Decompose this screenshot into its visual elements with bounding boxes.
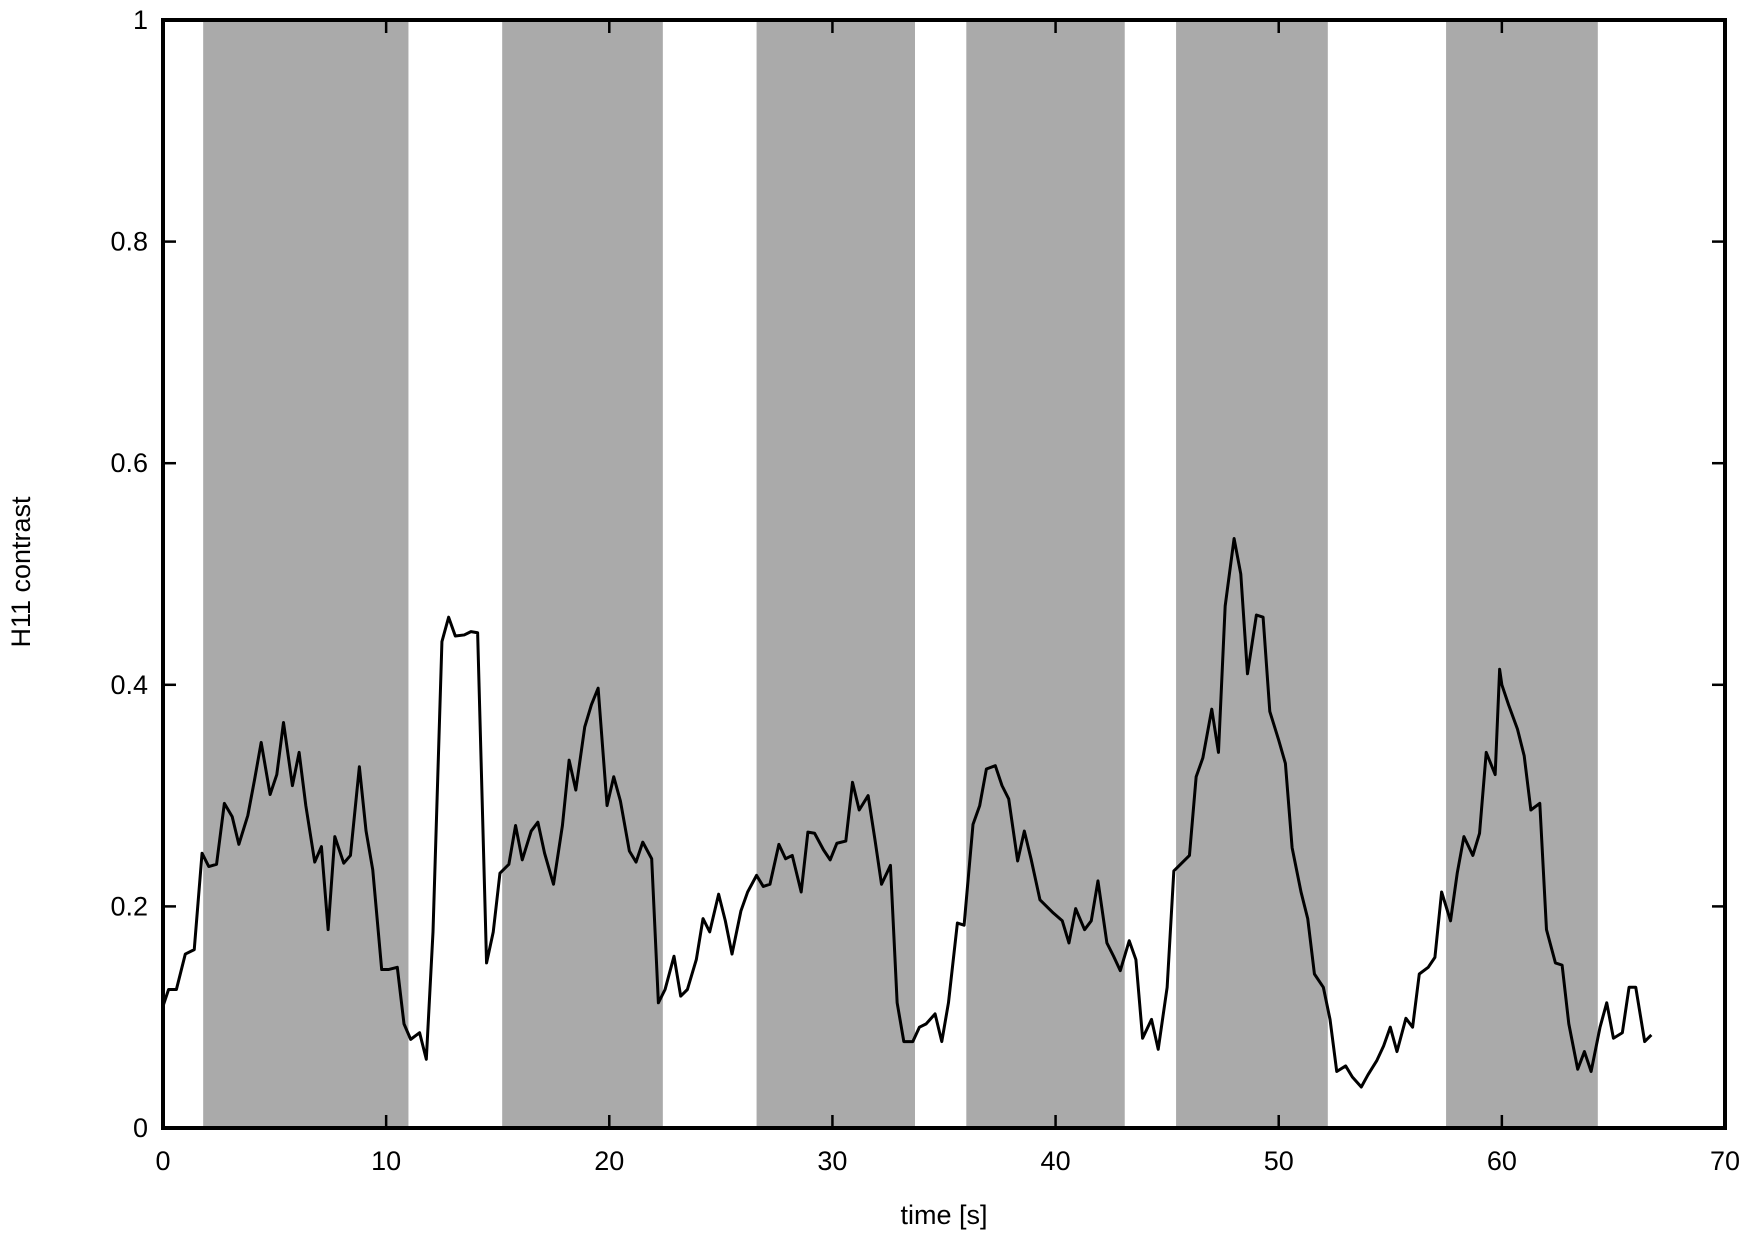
shaded-interval xyxy=(1446,20,1598,1128)
shaded-interval xyxy=(1176,20,1328,1128)
x-tick-label: 0 xyxy=(155,1146,170,1176)
plot-frame xyxy=(161,18,1727,1130)
x-tick-label: 10 xyxy=(371,1146,401,1176)
y-tick-label: 0 xyxy=(133,1113,148,1143)
x-tick-label: 30 xyxy=(817,1146,847,1176)
y-axis-label: H11 contrast xyxy=(6,496,36,648)
shaded-interval xyxy=(203,20,409,1128)
y-tick-label: 1 xyxy=(133,5,148,35)
shaded-interval xyxy=(502,20,663,1128)
y-tick-label: 0.8 xyxy=(110,227,148,257)
shaded-interval xyxy=(756,20,915,1128)
y-tick-label: 0.6 xyxy=(110,448,148,478)
x-axis-label: time [s] xyxy=(900,1200,987,1230)
y-tick-label: 0.2 xyxy=(110,891,148,921)
x-tick-label: 40 xyxy=(1041,1146,1071,1176)
x-tick-label: 60 xyxy=(1487,1146,1517,1176)
y-tick-label: 0.4 xyxy=(110,670,148,700)
x-tick-label: 20 xyxy=(594,1146,624,1176)
data-line xyxy=(161,537,1653,1089)
shaded-interval xyxy=(966,20,1125,1128)
x-tick-label: 70 xyxy=(1710,1146,1740,1176)
x-tick-label: 50 xyxy=(1264,1146,1294,1176)
